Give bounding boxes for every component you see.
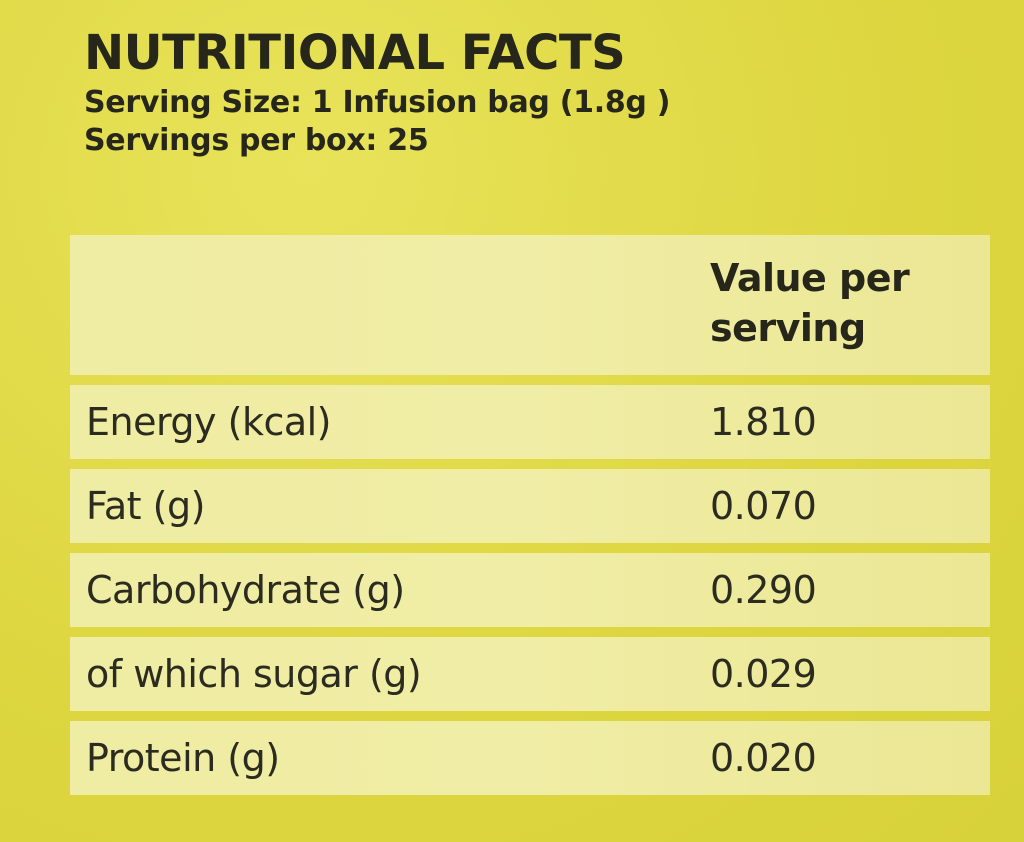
row-label-fat: Fat (g): [86, 484, 205, 528]
table-row: Energy (kcal) 1.810: [70, 385, 990, 459]
row-value-energy: 1.810: [710, 400, 817, 444]
table-row: Carbohydrate (g) 0.290: [70, 553, 990, 627]
table-row: Protein (g) 0.020: [70, 721, 990, 795]
column-header-value: Value per serving: [710, 256, 910, 350]
table-row: Fat (g) 0.070: [70, 469, 990, 543]
table-header-row: Value per serving: [70, 235, 990, 375]
servings-per-box: Servings per box: 25: [84, 123, 429, 158]
row-value-sugar: 0.029: [710, 652, 817, 696]
row-label-protein: Protein (g): [86, 736, 280, 780]
row-label-sugar: of which sugar (g): [86, 652, 422, 696]
table-row: of which sugar (g) 0.029: [70, 637, 990, 711]
serving-size: Serving Size: 1 Infusion bag (1.8g ): [84, 85, 671, 120]
row-value-carbohydrate: 0.290: [710, 568, 817, 612]
page-title: NUTRITIONAL FACTS: [84, 25, 626, 81]
nutrition-header: NUTRITIONAL FACTS Serving Size: 1 Infusi…: [84, 22, 670, 160]
nutrition-table: Value per serving Energy (kcal) 1.810 Fa…: [70, 235, 990, 805]
row-label-energy: Energy (kcal): [86, 400, 332, 444]
row-value-protein: 0.020: [710, 736, 817, 780]
row-value-fat: 0.070: [710, 484, 817, 528]
row-label-carbohydrate: Carbohydrate (g): [86, 568, 405, 612]
